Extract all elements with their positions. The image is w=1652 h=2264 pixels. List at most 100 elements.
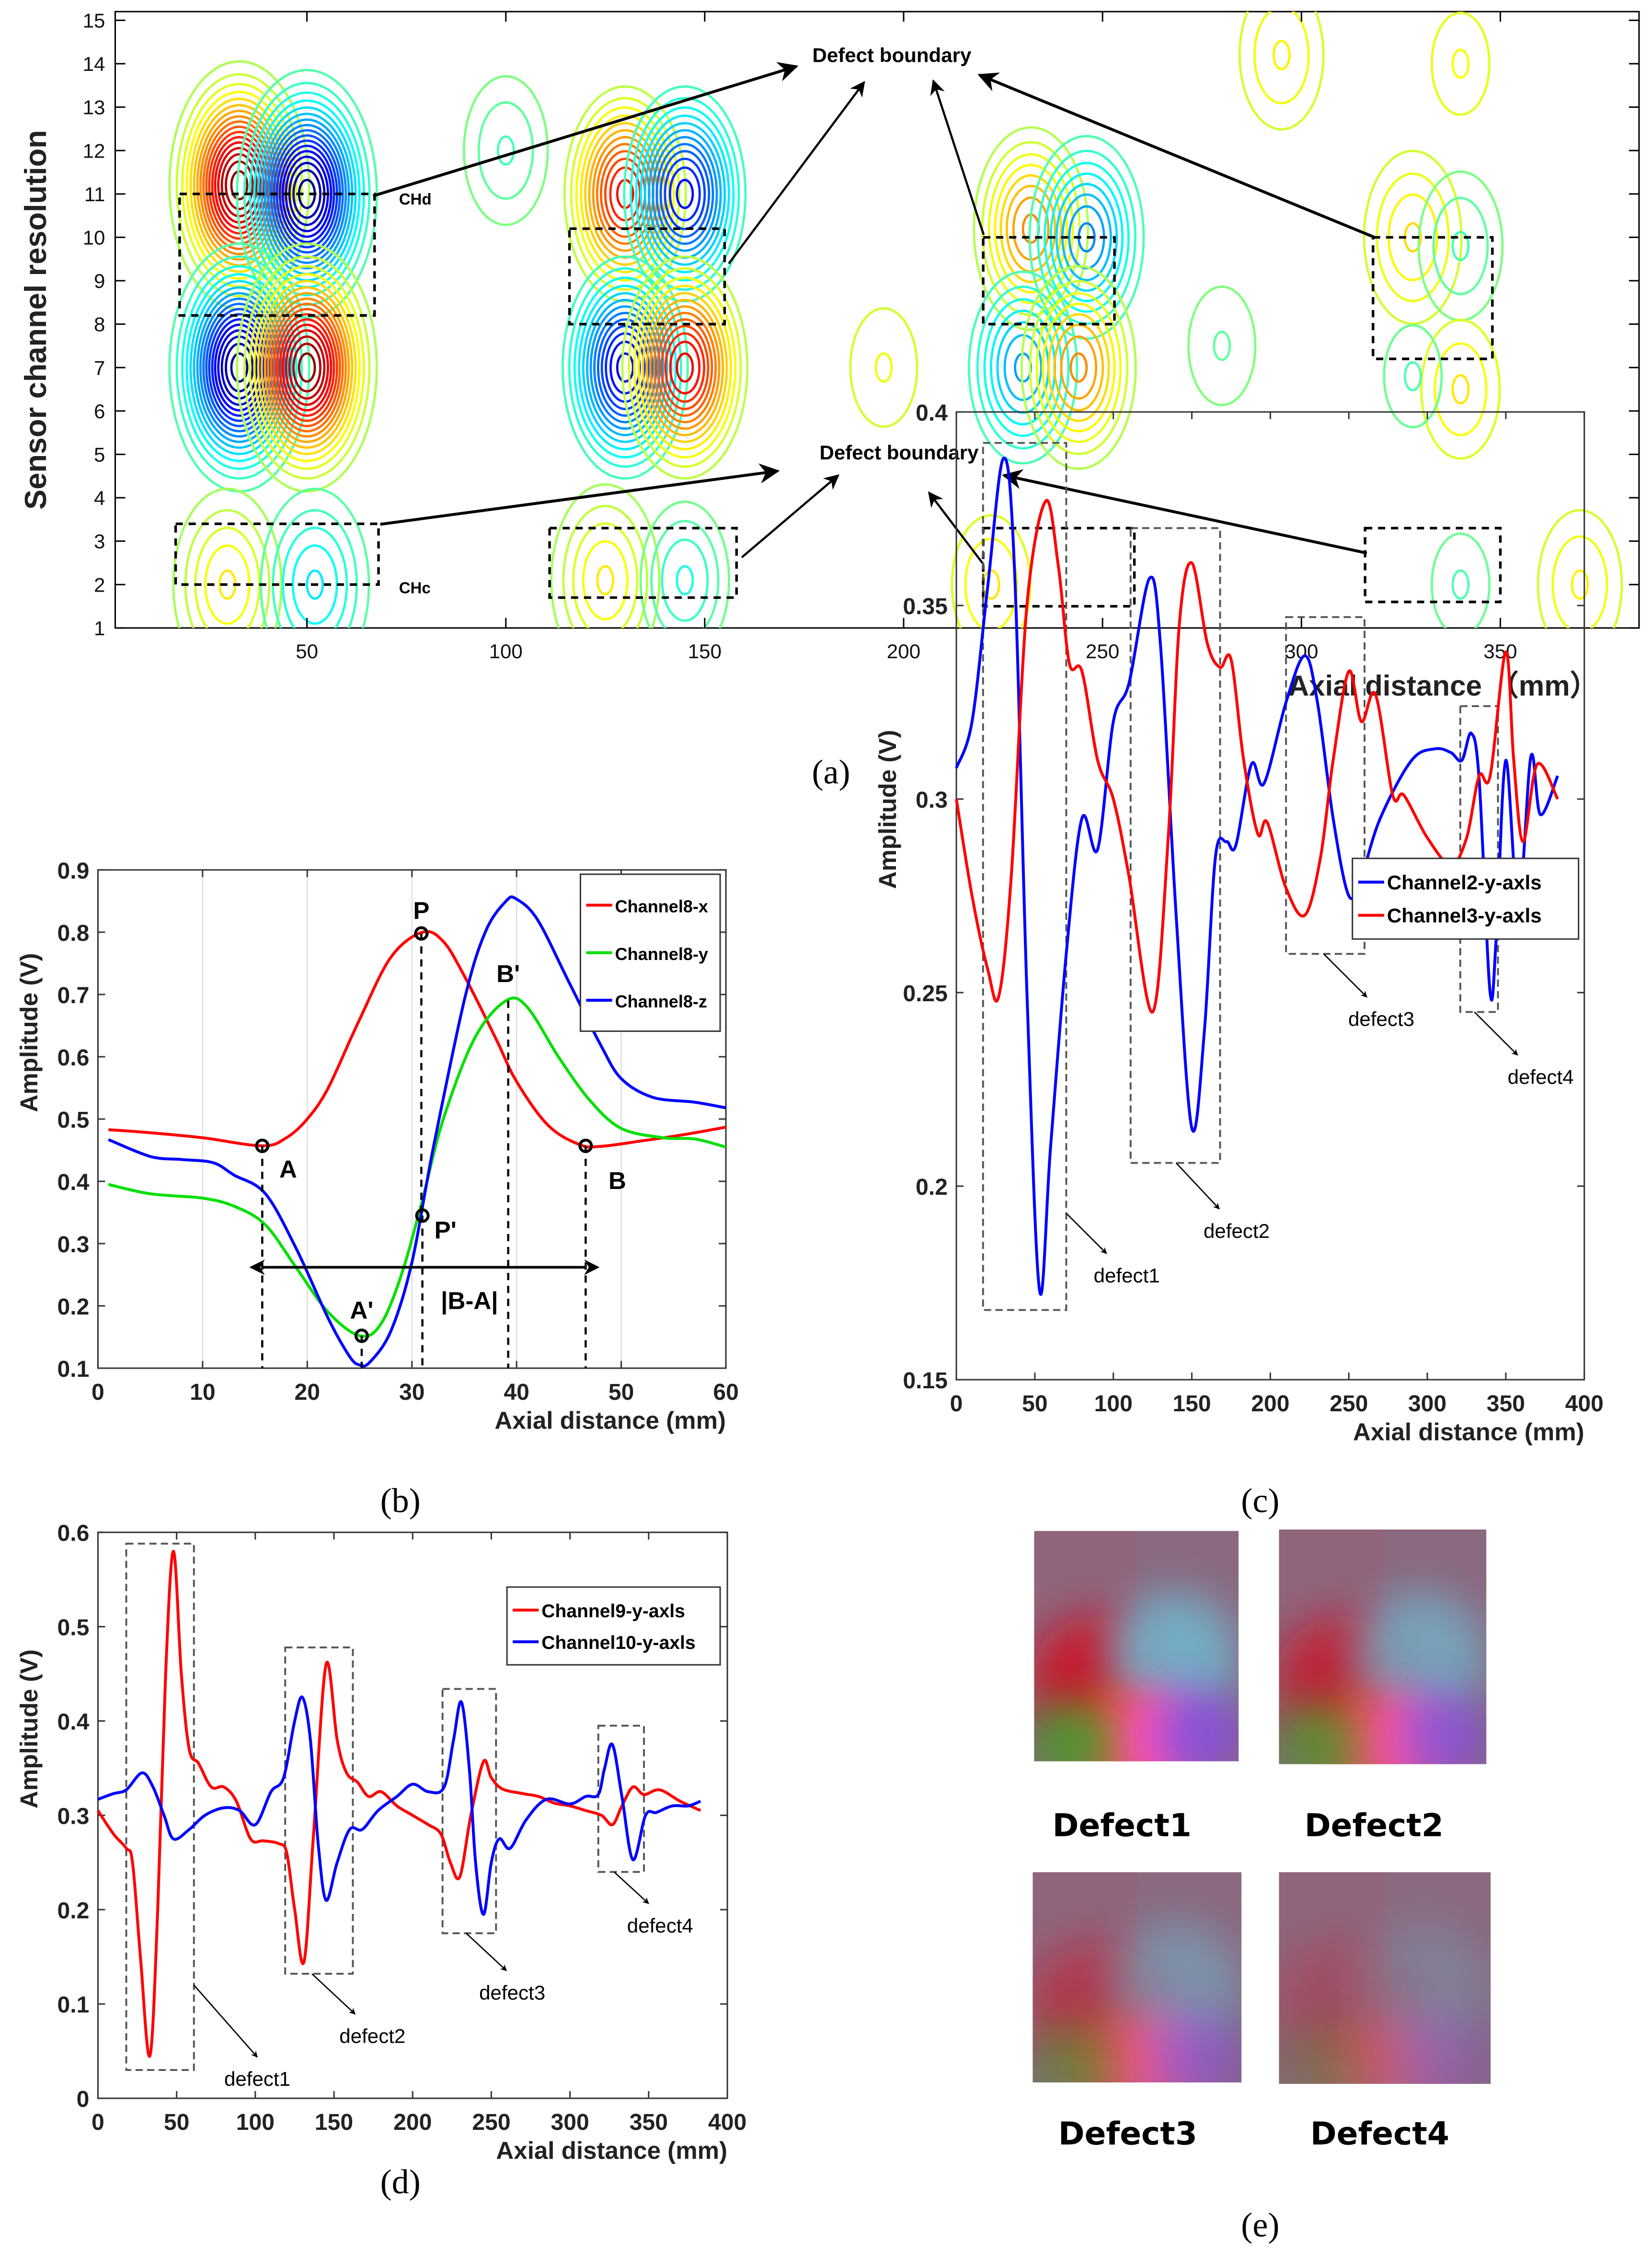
y-tick-label: 0.2 (916, 1174, 948, 1200)
x-tick-label: 10 (190, 1379, 215, 1405)
contour-line (1069, 352, 1088, 383)
defect-arrow (1323, 953, 1367, 998)
contour-line (1434, 342, 1488, 436)
y-tick-label: 4 (94, 487, 105, 509)
contour-line (660, 325, 710, 411)
contour-line (550, 483, 661, 628)
x-tick-label: 0 (92, 2109, 104, 2135)
marker-point (578, 1138, 593, 1153)
contour-line (243, 255, 371, 480)
x-tick-label: 150 (315, 2109, 353, 2135)
contour-line (573, 276, 677, 458)
image-color-blob (1032, 2022, 1114, 2083)
y-tick-label: 6 (94, 400, 105, 423)
arrow (728, 81, 865, 264)
caption-b: (b) (380, 1482, 421, 1520)
y-tick-label: 13 (83, 96, 105, 119)
contour-line (563, 85, 687, 303)
contour-line (267, 297, 347, 438)
contour-line (278, 318, 335, 417)
contour-line (639, 114, 730, 274)
contour-line (1187, 285, 1257, 406)
contour-line (1551, 535, 1608, 628)
contour-line (285, 329, 329, 406)
legend-label: Channel10-y-axls (541, 1633, 695, 1653)
contour-line (639, 501, 731, 628)
contour-line (676, 179, 694, 209)
image-color-blob (1354, 1592, 1487, 1725)
caption-a: (a) (812, 753, 850, 791)
x-tick-label: 40 (504, 1379, 529, 1405)
defect3-image-label: Defect3 (1058, 2115, 1197, 2152)
defect-box (568, 227, 726, 326)
contour-line (236, 242, 378, 493)
x-tick-label: 250 (1330, 1391, 1368, 1417)
defect-box (441, 1688, 497, 1934)
contour-line (462, 75, 549, 226)
defect-image-1 (1034, 1531, 1239, 1761)
contour-line (1537, 509, 1623, 628)
arrow (380, 463, 780, 526)
y-tick-label: 0.3 (57, 1232, 90, 1258)
defect-label: defect1 (1094, 1264, 1160, 1287)
y-tick-label: 0.5 (57, 1615, 90, 1641)
y-tick-label: 0.8 (57, 920, 90, 946)
contour-line (562, 504, 649, 628)
arrow (930, 79, 985, 235)
y-tick-label: 0.3 (916, 787, 948, 813)
defect-image-3 (1032, 1872, 1242, 2083)
legend-label: Channel8-z (615, 992, 707, 1011)
y-tick-label: 0.15 (903, 1368, 948, 1394)
marker-label: P (413, 897, 429, 924)
marker-point (354, 1328, 369, 1343)
y-tick-label: 0.1 (57, 1992, 90, 2018)
contour-line (572, 522, 639, 628)
marker-point (415, 1208, 430, 1223)
contour-line (1055, 183, 1118, 292)
contour-line (973, 126, 1090, 332)
contour-line (288, 335, 326, 400)
contour-line (281, 150, 333, 238)
y-tick-label: 0.9 (57, 858, 90, 884)
legend-label: Channel8-y (615, 944, 708, 964)
contour-line (298, 352, 316, 383)
contour-line (964, 537, 1018, 628)
arrow (977, 72, 1376, 239)
x-tick-label: 400 (1565, 1391, 1604, 1417)
contour-line (205, 308, 274, 427)
x-tick-label: 300 (551, 2109, 589, 2135)
marker-point (414, 926, 429, 941)
image-color-blob (1034, 1700, 1113, 1761)
contour-line (633, 276, 737, 458)
y-tick-label: 0.5 (57, 1107, 90, 1133)
contour-line (477, 101, 534, 200)
contour-line (874, 352, 893, 383)
panel-a-contour-plot: 50 100 150 200 250 300 35012345678910111213141… (19, 9, 1640, 702)
contour-line (568, 267, 682, 468)
contour-line (589, 305, 661, 430)
defect-box (125, 1543, 195, 2071)
x-tick-label: 150 (1172, 1391, 1211, 1417)
image-color-blob (1279, 2023, 1361, 2084)
contour-line (597, 318, 654, 417)
contour-line (1003, 334, 1043, 401)
x-axis-label: Axial distance (mm) (1353, 1418, 1584, 1445)
series-line (955, 499, 1559, 1014)
image-color-blob (1160, 2013, 1242, 2083)
y-axis-label: Amplitude (V) (15, 953, 43, 1112)
contour-line (661, 538, 709, 622)
image-color-blob (1408, 2014, 1491, 2084)
y-tick-label: 0.4 (57, 1709, 90, 1735)
x-axis-label-a: Axial distance （mm） (1288, 670, 1599, 702)
contour-line (642, 292, 728, 443)
legend-label: Channel3-y-axls (1387, 904, 1542, 927)
defect-arrow (1066, 1212, 1107, 1254)
y-tick-label: 3 (94, 530, 105, 553)
chc-label: CHc (399, 580, 431, 597)
y-tick-label: 0.6 (57, 1045, 90, 1071)
defect-label: defect4 (627, 1914, 693, 1937)
contour-line (1451, 230, 1470, 262)
y-tick-label: 0.4 (57, 1169, 90, 1195)
contour-line (292, 169, 321, 219)
